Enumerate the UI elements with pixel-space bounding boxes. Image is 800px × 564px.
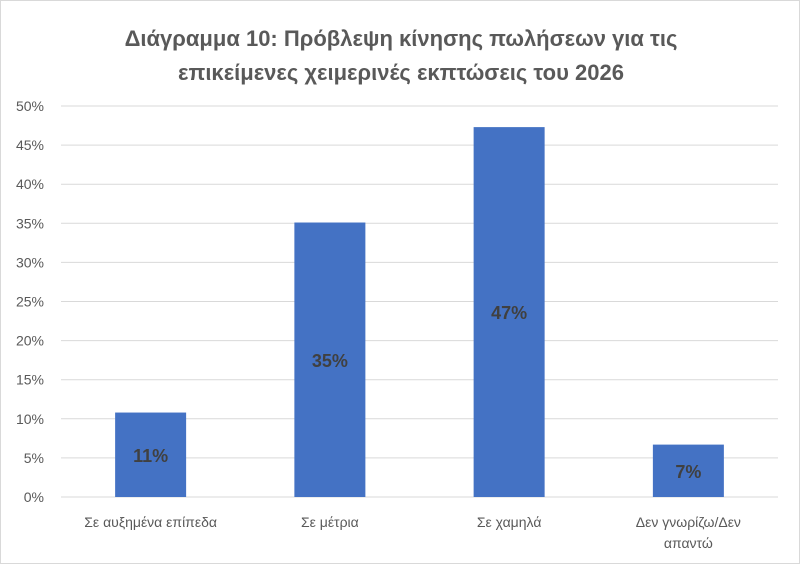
bars: [115, 127, 724, 497]
data-label: 7%: [675, 462, 701, 482]
data-labels: 11% 35% 47% 7%: [133, 303, 701, 482]
y-tick-label: 45%: [16, 137, 44, 153]
data-label: 35%: [312, 351, 348, 371]
y-tick-label: 5%: [24, 450, 44, 466]
chart-title: Διάγραμμα 10: Πρόβλεψη κίνησης πωλήσεων …: [125, 26, 678, 85]
y-tick-label: 20%: [16, 333, 44, 349]
y-tick-label: 0%: [24, 489, 44, 505]
data-label: 47%: [491, 303, 527, 323]
category-label: απαντώ: [664, 535, 713, 551]
category-label: Σε μέτρια: [301, 514, 359, 530]
y-tick-label: 15%: [16, 372, 44, 388]
category-label: Σε αυξημένα επίπεδα: [84, 514, 217, 530]
bar: [115, 412, 187, 497]
y-tick-label: 50%: [16, 98, 44, 114]
y-tick-label: 10%: [16, 411, 44, 427]
bar: [294, 222, 366, 497]
y-tick-label: 40%: [16, 176, 44, 192]
y-tick-label: 30%: [16, 254, 44, 270]
y-tick-label: 35%: [16, 215, 44, 231]
bar: [473, 127, 545, 497]
y-axis-tick-labels: 0% 5% 10% 15% 20% 25% 30% 35% 40% 45% 50%: [16, 98, 44, 505]
category-label: Δεν γνωρίζω/Δεν: [636, 514, 741, 530]
chart-title-line: επικείμενες χειμερινές εκπτώσεις του 202…: [178, 60, 624, 85]
y-tick-label: 25%: [16, 294, 44, 310]
chart-title-line: Διάγραμμα 10: Πρόβλεψη κίνησης πωλήσεων …: [125, 26, 678, 51]
data-label: 11%: [133, 446, 168, 466]
category-label: Σε χαμηλά: [477, 514, 542, 530]
bar: [652, 444, 724, 497]
category-labels: Σε αυξημένα επίπεδα Σε μέτρια Σε χαμηλά Δεν…: [84, 514, 741, 551]
